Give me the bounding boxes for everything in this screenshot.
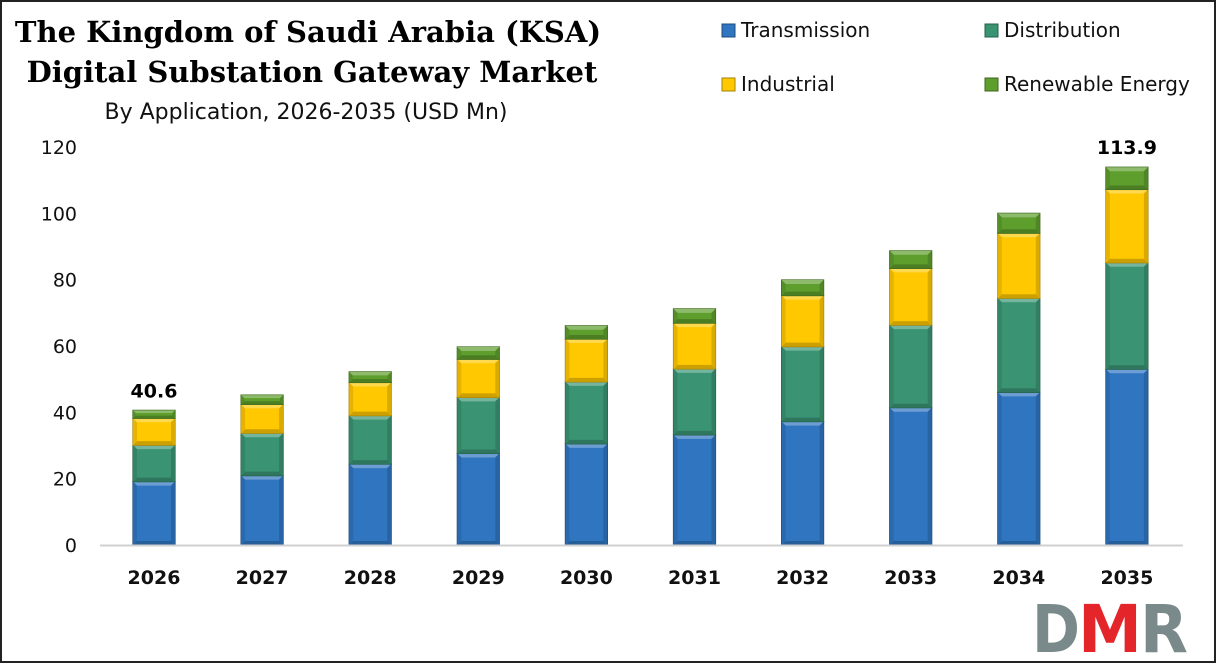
y-tick-label: 120 xyxy=(41,137,77,159)
data-label: 40.6 xyxy=(131,380,178,402)
bar-stack-2030 xyxy=(564,325,609,546)
legend-label: Distribution xyxy=(1004,18,1121,42)
bar-segment-transmission xyxy=(1105,368,1149,546)
bar-segment-transmission xyxy=(348,463,392,546)
chart-subtitle: By Application, 2026-2035 (USD Mn) xyxy=(104,100,507,125)
bars: 40.6 113.9 xyxy=(131,137,1157,546)
bar-segment-transmission xyxy=(456,452,500,546)
svg-text:M: M xyxy=(1078,591,1142,663)
bar-segment-industrial xyxy=(672,322,717,370)
y-tick-label: 100 xyxy=(41,203,77,225)
legend-label: Industrial xyxy=(741,72,835,96)
x-tick-label: 2031 xyxy=(668,567,721,589)
bar-segment-renewable-energy xyxy=(132,409,176,419)
bar-segment-industrial xyxy=(780,294,825,348)
bar-segment-renewable-energy xyxy=(997,212,1041,234)
x-tick-label: 2030 xyxy=(560,567,613,589)
bar-segment-distribution xyxy=(1105,262,1149,370)
bar-segment-distribution xyxy=(132,444,176,483)
bar-segment-renewable-energy xyxy=(456,346,500,360)
x-tick-label: 2026 xyxy=(128,567,181,589)
y-tick-label: 40 xyxy=(53,402,77,424)
legend-label: Renewable Energy xyxy=(1004,72,1190,96)
legend-label: Transmission xyxy=(740,18,870,42)
bar-segment-transmission xyxy=(672,434,717,546)
bar-segment-industrial xyxy=(889,267,933,326)
bar-stack-2028 xyxy=(348,371,392,546)
bar-segment-transmission xyxy=(889,407,933,546)
bar-segment-industrial xyxy=(456,358,500,399)
bar-stack-2027 xyxy=(240,394,284,546)
bar-segment-industrial xyxy=(240,403,284,434)
bar-segment-transmission xyxy=(240,475,284,546)
legend: Transmission Distribution Industrial Renewa… xyxy=(721,18,1190,96)
legend-swatch xyxy=(984,23,999,38)
bar-segment-renewable-energy xyxy=(672,308,717,324)
legend-swatch xyxy=(984,77,999,92)
bar-segment-industrial xyxy=(132,417,176,446)
x-tick-label: 2034 xyxy=(992,567,1045,589)
y-tick-label: 80 xyxy=(53,270,77,292)
bar-segment-distribution xyxy=(456,396,500,455)
legend-swatch xyxy=(721,77,736,92)
bar-segment-distribution xyxy=(889,324,933,409)
bar-stack-2031 xyxy=(672,308,717,546)
bar-stack-2026 xyxy=(132,409,176,546)
bar-segment-transmission xyxy=(780,421,825,546)
bar-segment-renewable-energy xyxy=(564,325,609,340)
bar-segment-renewable-energy xyxy=(889,250,933,269)
x-tick-label: 2029 xyxy=(452,567,505,589)
svg-text:D: D xyxy=(1032,591,1080,663)
y-tick-label: 0 xyxy=(65,535,77,557)
bar-stack-2029 xyxy=(456,346,500,546)
bar-segment-distribution xyxy=(997,297,1041,394)
bar-segment-transmission xyxy=(564,443,609,546)
bar-segment-renewable-energy xyxy=(240,394,284,405)
x-tick-label: 2027 xyxy=(236,567,289,589)
bar-segment-distribution xyxy=(780,346,825,423)
y-tick-label: 20 xyxy=(53,469,77,491)
bar-segment-distribution xyxy=(348,415,392,465)
chart-title-line-2: Digital Substation Gateway Market xyxy=(27,55,598,89)
bar-segment-distribution xyxy=(672,368,717,436)
bar-segment-renewable-energy xyxy=(1105,166,1149,191)
bar-segment-industrial xyxy=(1105,188,1149,264)
bar-segment-transmission xyxy=(132,481,176,546)
legend-item-industrial: Industrial xyxy=(721,72,835,96)
legend-item-renewable-energy: Renewable Energy xyxy=(984,72,1190,96)
bar-segment-industrial xyxy=(564,338,609,383)
x-tick-label: 2032 xyxy=(776,567,829,589)
bar-segment-industrial xyxy=(348,381,392,417)
data-label: 113.9 xyxy=(1097,137,1157,159)
bar-stack-2032 xyxy=(780,279,825,546)
bar-segment-renewable-energy xyxy=(348,371,392,384)
chart-title-line-1: The Kingdom of Saudi Arabia (KSA) xyxy=(15,15,601,49)
bar-stack-2034 xyxy=(997,212,1041,546)
bar-segment-distribution xyxy=(240,432,284,477)
bar-segment-industrial xyxy=(997,232,1041,299)
x-axis: 2026 2027 2028 2029 2030 2031 2032 2033 2034 2035 xyxy=(100,544,1183,589)
y-axis: 0 20 40 60 80 100 120 xyxy=(41,137,77,557)
legend-item-distribution: Distribution xyxy=(984,18,1121,42)
legend-item-transmission: Transmission xyxy=(721,18,870,42)
bar-stack-2033 xyxy=(889,250,933,546)
x-tick-label: 2035 xyxy=(1100,567,1153,589)
bar-segment-transmission xyxy=(997,391,1041,546)
y-tick-label: 60 xyxy=(53,336,77,358)
bar-segment-renewable-energy xyxy=(780,279,825,297)
svg-text:R: R xyxy=(1140,591,1188,663)
dmr-logo: D M R xyxy=(1032,591,1188,663)
bar-segment-distribution xyxy=(564,381,609,445)
legend-swatch xyxy=(721,23,736,38)
x-tick-label: 2028 xyxy=(344,567,397,589)
bar-stack-2035 xyxy=(1105,166,1149,546)
x-tick-label: 2033 xyxy=(884,567,937,589)
